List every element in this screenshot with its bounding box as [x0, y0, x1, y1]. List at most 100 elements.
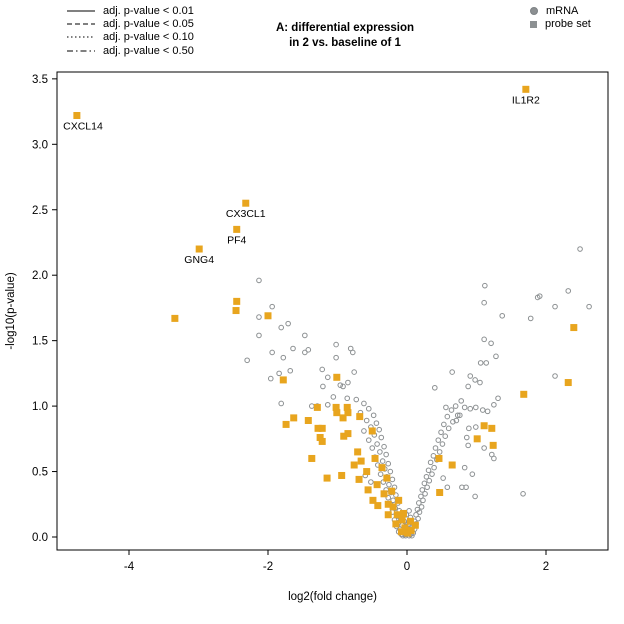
data-point-probe-set: [411, 521, 419, 529]
data-point-mrna: [565, 288, 572, 294]
data-point-probe-set: [350, 461, 358, 469]
data-point-mrna: [493, 353, 499, 360]
data-point-mrna: [461, 404, 468, 411]
data-point-mrna: [351, 369, 357, 375]
data-point-mrna: [443, 404, 449, 411]
data-point-mrna: [383, 451, 389, 458]
data-point-mrna: [465, 383, 471, 390]
data-point-probe-set: [344, 409, 352, 417]
data-point-mrna: [285, 320, 291, 327]
data-point-mrna: [442, 433, 449, 440]
data-point-probe-set: [340, 432, 348, 440]
pvalue-line-legend: adj. p-value < 0.01 adj. p-value < 0.05 …: [66, 4, 194, 58]
data-point-mrna: [445, 425, 452, 432]
data-point-mrna: [449, 369, 455, 375]
data-point-mrna: [365, 405, 372, 412]
data-point-probe-set: [232, 307, 240, 315]
marker-legend: mRNA probe set: [530, 4, 591, 31]
data-point-mrna: [269, 349, 275, 356]
y-tick-label: 3.0: [32, 139, 48, 151]
data-point-probe-set: [356, 413, 364, 421]
data-point-mrna: [457, 412, 463, 419]
data-point-mrna: [534, 294, 541, 301]
data-point-probe-set: [355, 475, 363, 483]
data-point-mrna: [269, 303, 275, 310]
data-point-mrna: [459, 484, 465, 491]
data-point-mrna: [438, 429, 444, 436]
data-point-probe-set: [313, 403, 321, 411]
data-point-probe-set: [290, 414, 298, 422]
data-point-mrna: [472, 493, 478, 500]
data-point-probe-set: [489, 441, 497, 449]
data-point-mrna: [385, 494, 392, 501]
data-point-probe-set: [333, 409, 341, 417]
data-point-probe-set: [371, 454, 379, 462]
legend-line-item: adj. p-value < 0.05: [66, 17, 194, 30]
data-point-mrna: [472, 377, 478, 383]
data-point-mrna: [454, 412, 461, 419]
data-point-probe-set: [393, 511, 401, 519]
gene-label: CX3CL1: [226, 208, 266, 220]
legend-line-item: adj. p-value < 0.01: [66, 4, 194, 17]
data-point-mrna: [481, 445, 487, 451]
legend-line-label: adj. p-value < 0.50: [103, 44, 194, 57]
data-point-probe-set: [332, 403, 340, 411]
data-point-mrna: [418, 504, 425, 510]
data-point-mrna: [373, 420, 380, 426]
data-point-probe-set: [564, 379, 572, 387]
data-point-mrna: [430, 453, 437, 459]
data-point-probe-set: [357, 457, 365, 465]
data-point-probe-set: [383, 474, 391, 482]
data-point-mrna: [482, 282, 488, 289]
data-point-mrna: [415, 515, 421, 522]
data-point-mrna: [344, 395, 351, 402]
data-point-probe-set: [304, 416, 312, 424]
data-point-mrna: [361, 428, 367, 434]
data-point-mrna: [423, 473, 430, 480]
data-point-mrna: [256, 277, 262, 284]
data-point-probe-set: [308, 454, 316, 462]
data-point-mrna: [302, 332, 308, 339]
y-tick-label: 2.5: [32, 205, 48, 217]
x-axis-label: log2(fold change): [288, 591, 377, 603]
dash-dot-line-icon: [67, 50, 95, 52]
data-point-probe-set: [318, 437, 326, 445]
data-point-probe-set: [318, 424, 326, 432]
data-point-probe-set: [233, 225, 241, 233]
data-point-mrna: [419, 487, 426, 493]
data-point-mrna: [577, 246, 583, 252]
data-point-mrna: [426, 477, 433, 484]
data-point-mrna: [421, 480, 428, 487]
probe-set-marker-icon: [530, 20, 537, 28]
data-point-mrna: [473, 424, 479, 430]
data-point-mrna: [376, 426, 383, 433]
data-point-mrna: [280, 354, 287, 361]
data-point-mrna: [406, 508, 412, 514]
data-point-mrna: [520, 491, 526, 497]
data-point-mrna: [302, 349, 308, 356]
gene-label: IL1R2: [512, 94, 540, 106]
data-point-mrna: [444, 413, 451, 420]
data-point-mrna: [452, 403, 459, 409]
data-point-mrna: [256, 314, 262, 320]
chart-title-line1: A: differential expression: [275, 22, 415, 34]
data-point-probe-set: [354, 448, 362, 456]
data-point-mrna: [378, 434, 385, 441]
data-point-probe-set: [195, 245, 203, 253]
data-point-mrna: [586, 303, 592, 310]
data-point-mrna: [349, 349, 356, 356]
data-point-mrna: [324, 374, 331, 381]
data-point-mrna: [488, 340, 494, 347]
data-point-probe-set: [264, 312, 272, 320]
data-point-probe-set: [522, 85, 530, 93]
data-point-probe-set: [344, 430, 352, 438]
legend-marker-label: probe set: [545, 18, 591, 31]
data-point-probe-set: [395, 496, 403, 504]
y-axis-label: -log10(p-value): [5, 272, 17, 350]
data-point-mrna: [552, 303, 558, 310]
data-point-mrna: [324, 401, 331, 408]
data-point-probe-set: [73, 112, 81, 120]
data-point-probe-set: [282, 420, 290, 428]
data-point-probe-set: [397, 528, 405, 536]
data-point-mrna: [416, 500, 422, 506]
